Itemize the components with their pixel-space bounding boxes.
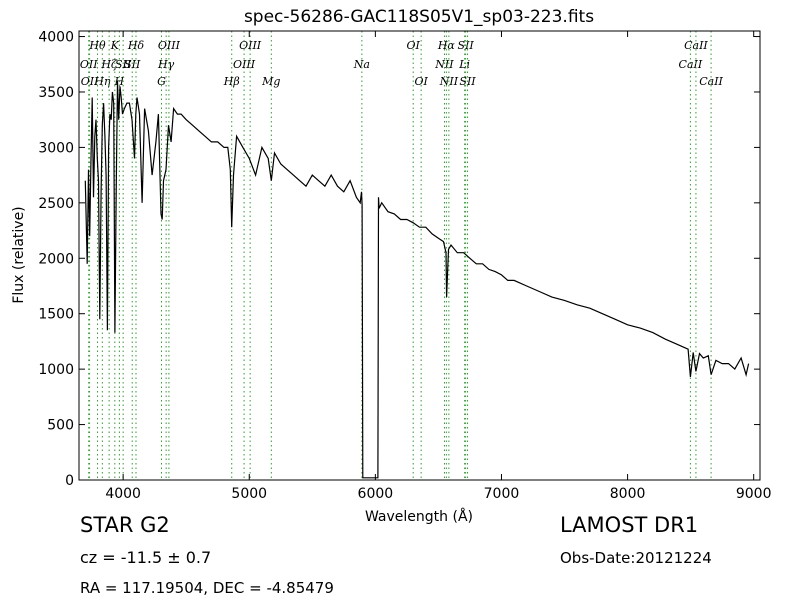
marker-label-16: Mg	[261, 75, 280, 88]
marker-label-18: OI	[407, 39, 421, 52]
marker-label-10: G	[157, 75, 166, 88]
x-tick-label-3: 7000	[484, 486, 520, 502]
x-tick-label-2: 6000	[358, 486, 394, 502]
marker-label-26: CaII	[679, 58, 703, 71]
axis-ticks: 4000 5000 6000 7000 8000 9000 0 500 1000 1500 2000…	[38, 30, 771, 502]
y-tick-label-6: 3000	[38, 140, 74, 156]
marker-label-22: NII	[439, 75, 459, 88]
marker-label-17: Na	[353, 58, 370, 71]
marker-label-9: Hδ	[127, 39, 145, 52]
marker-label-5: K	[110, 39, 120, 52]
y-tick-label-4: 2000	[38, 251, 74, 267]
y-tick-label-8: 4000	[38, 30, 74, 46]
marker-label-28: CaII	[699, 75, 723, 88]
x-tick-label-5: 9000	[736, 486, 772, 502]
y-tick-label-7: 3500	[38, 85, 74, 101]
marker-label-23: Li	[458, 58, 470, 71]
marker-label-3: Hη	[93, 75, 111, 88]
marker-label-8: SII	[124, 58, 141, 71]
marker-label-13: Hβ	[223, 75, 240, 88]
marker-label-6: H	[114, 75, 125, 88]
marker-label-4: Hζ	[100, 58, 118, 71]
marker-label-1: OII	[81, 75, 99, 88]
x-tick-label-0: 4000	[105, 486, 141, 502]
y-tick-label-3: 1500	[38, 307, 74, 323]
marker-label-24: SII	[458, 39, 475, 52]
coordinates: RA = 117.19504, DEC = -4.85479	[80, 579, 334, 597]
plot-frame	[78, 30, 761, 481]
marker-label-2: Hθ	[88, 39, 106, 52]
redshift-value: cz = -11.5 ± 0.7	[80, 548, 212, 567]
y-axis-label: Flux (relative)	[11, 206, 27, 303]
x-tick-label-4: 8000	[610, 486, 646, 502]
spectral-line-markers: OIIOIIHθHηHζKHSIISIIHδGHγOIIIHβOIIIOIIIM…	[80, 31, 724, 480]
marker-label-14: OIII	[233, 58, 256, 71]
x-tick-label-1: 5000	[231, 486, 267, 502]
y-tick-label-1: 500	[47, 418, 74, 434]
marker-label-25: SII	[459, 75, 476, 88]
y-tick-label-2: 1000	[38, 362, 74, 378]
chart-title: spec-56286-GAC118S05V1_sp03-223.fits	[244, 7, 594, 27]
marker-label-12: OIII	[158, 39, 181, 52]
marker-label-11: Hγ	[157, 58, 175, 71]
marker-label-15: OIII	[239, 39, 262, 52]
object-class: STAR G2	[80, 513, 170, 537]
marker-label-0: OII	[80, 58, 98, 71]
marker-label-21: Hα	[437, 39, 456, 52]
marker-label-19: OI	[414, 75, 428, 88]
y-tick-label-0: 0	[65, 473, 74, 489]
y-tick-label-5: 2500	[38, 196, 74, 212]
marker-label-20: NII	[434, 58, 454, 71]
observation-date: Obs-Date:20121224	[560, 549, 712, 567]
marker-label-7: SII	[115, 58, 132, 71]
marker-label-27: CaII	[684, 39, 708, 52]
survey-name: LAMOST DR1	[560, 513, 699, 537]
spectrum-line	[84, 80, 750, 479]
x-axis-label: Wavelength (Å)	[365, 508, 473, 525]
